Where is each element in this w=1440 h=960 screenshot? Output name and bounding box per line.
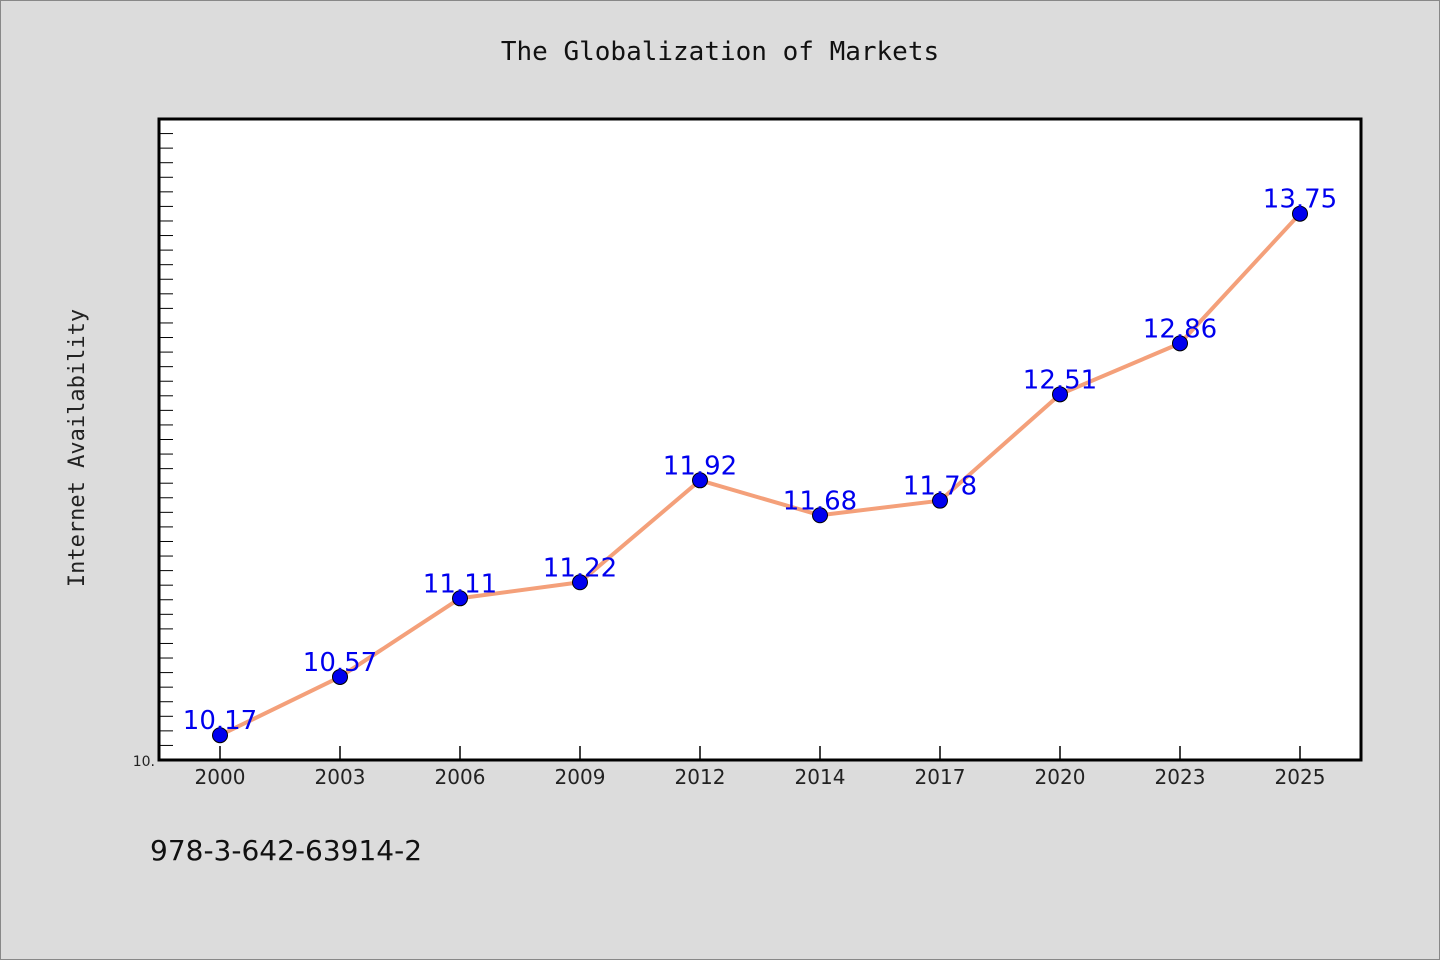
- data-point: [812, 507, 828, 524]
- y-axis-ticks: 10.: [133, 133, 173, 770]
- data-point: [212, 727, 228, 744]
- x-tick-label: 2014: [795, 765, 846, 789]
- data-label: 12.51: [1023, 365, 1097, 395]
- data-point: [1052, 386, 1068, 403]
- series-layer: [212, 205, 1308, 744]
- data-point: [572, 574, 588, 591]
- y-axis-label: Internet Availability: [65, 309, 90, 587]
- x-axis-ticks: 2000 2003 2006 2009 2012 2014 2017 2020 2023 2025: [195, 746, 1326, 789]
- data-labels: 10.17 10.57 11.11 11.22 11.92 11.68 11.78 12.51…: [183, 185, 1337, 737]
- data-point: [692, 472, 708, 489]
- series-line: [219, 212, 1302, 738]
- x-tick-label: 2017: [915, 765, 966, 789]
- data-point: [1292, 205, 1308, 222]
- x-tick-label: 2003: [315, 765, 366, 789]
- x-tick-label: 2023: [1155, 765, 1206, 789]
- data-label: 10.57: [303, 648, 377, 678]
- data-label: 10.17: [183, 706, 257, 736]
- x-tick-label: 2025: [1275, 765, 1326, 789]
- x-tick-label: 2000: [195, 765, 246, 789]
- footer-code: 978-3-642-63914-2: [150, 834, 423, 867]
- x-tick-label: 2012: [675, 765, 726, 789]
- data-point: [1172, 335, 1188, 352]
- y-tick-label: 10.: [133, 754, 155, 770]
- x-tick-label: 2020: [1035, 765, 1086, 789]
- data-label: 11.68: [783, 486, 857, 516]
- x-tick-label: 2009: [555, 765, 606, 789]
- data-point: [932, 492, 948, 509]
- data-label: 11.11: [423, 569, 497, 599]
- x-tick-label: 2006: [435, 765, 486, 789]
- data-label: 11.78: [903, 472, 977, 502]
- data-label: 13.75: [1263, 185, 1337, 215]
- data-point: [332, 668, 348, 685]
- data-label: 12.86: [1143, 314, 1217, 344]
- chart-title: The Globalization of Markets: [501, 37, 939, 67]
- data-label: 11.22: [543, 553, 617, 583]
- data-point: [452, 590, 468, 607]
- data-label: 11.92: [663, 451, 737, 481]
- plot-area: [157, 117, 1363, 762]
